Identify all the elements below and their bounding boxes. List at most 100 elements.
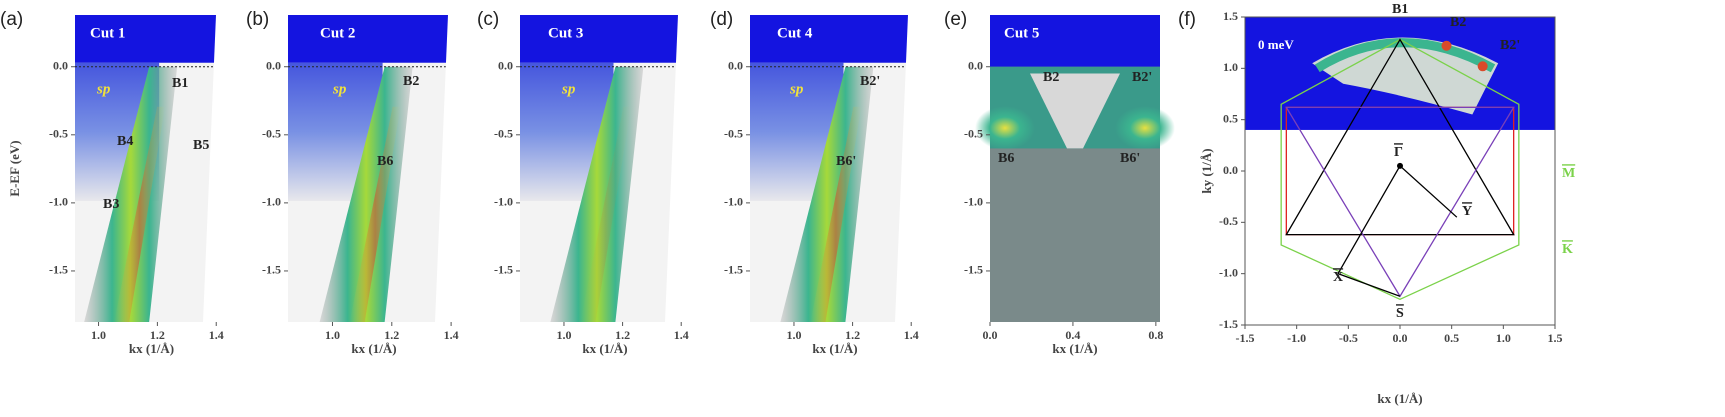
panel-letter: (c) xyxy=(477,9,499,30)
x-tick-label: 1.2 xyxy=(384,328,399,342)
band-core xyxy=(114,106,166,323)
y-tick-label: -1.5 xyxy=(964,263,983,277)
annotation: B2 xyxy=(1450,15,1466,30)
y-tick-label: -1.5 xyxy=(49,263,68,277)
x-tick-label: 1.2 xyxy=(150,328,165,342)
annotation: sp xyxy=(332,81,347,97)
annotation: B6' xyxy=(836,154,856,169)
x-tick-label: 1.4 xyxy=(904,328,919,342)
y-axis-label: E-EF (eV) xyxy=(7,140,22,196)
annotation: S xyxy=(1396,306,1404,321)
spectrum-blue xyxy=(288,15,460,63)
panel-title: Cut 4 xyxy=(777,25,813,41)
y-tick-label: -1.0 xyxy=(49,195,68,209)
y-tick-label: -0.5 xyxy=(724,127,743,141)
y-tick-label: -0.5 xyxy=(1219,214,1238,228)
annotation: B1 xyxy=(172,76,188,91)
y-tick-label: -0.5 xyxy=(494,127,513,141)
y-tick-label: -1.5 xyxy=(724,263,743,277)
mask xyxy=(435,15,462,322)
panel-letter: (e) xyxy=(944,9,967,30)
annotation: B4 xyxy=(117,134,133,149)
annotation: B2 xyxy=(403,74,419,89)
fs-map xyxy=(1312,37,1499,115)
y-tick-label: -1.5 xyxy=(262,263,281,277)
y-tick-label: 0.0 xyxy=(728,58,743,72)
y-tick-label: -1.0 xyxy=(964,195,983,209)
x-axis-label: kx (1/Å) xyxy=(351,341,396,356)
x-axis-label: kx (1/Å) xyxy=(129,341,174,356)
mask xyxy=(665,15,692,322)
y-tick-label: 0.0 xyxy=(53,58,68,72)
y-tick-label: 1.5 xyxy=(1223,9,1238,23)
y-tick-label: -0.5 xyxy=(262,127,281,141)
spot xyxy=(1115,105,1175,150)
y-tick-label: 0.0 xyxy=(968,58,983,72)
annotation: sp xyxy=(561,81,576,97)
x-tick-label: 0.5 xyxy=(1444,331,1459,345)
y-tick-label: -0.5 xyxy=(964,127,983,141)
path-line xyxy=(1337,164,1458,274)
fs-spot xyxy=(1441,40,1452,51)
x-tick-label: 1.0 xyxy=(786,328,801,342)
triangle xyxy=(1285,38,1515,236)
y-tick-label: -1.5 xyxy=(1219,317,1238,331)
band-core xyxy=(810,106,862,323)
x-tick-label: 0.4 xyxy=(1065,328,1080,342)
x-tick-label: -1.5 xyxy=(1236,331,1255,345)
y-tick-label: -1.5 xyxy=(494,263,513,277)
y-tick-label: -1.0 xyxy=(1219,265,1238,279)
annotation: sp xyxy=(96,81,111,97)
panel-title: Cut 3 xyxy=(548,25,583,41)
spot xyxy=(975,105,1035,150)
annotation: X xyxy=(1333,270,1343,285)
annotation: B5 xyxy=(193,138,209,153)
x-tick-label: 1.0 xyxy=(556,328,571,342)
annotation: M xyxy=(1562,166,1575,181)
x-tick-label: 1.0 xyxy=(325,328,340,342)
annotation: B3 xyxy=(103,197,119,212)
annotation: B2' xyxy=(1132,70,1152,85)
annotation: B2 xyxy=(1043,70,1059,85)
panel-letter: (f) xyxy=(1178,9,1196,30)
y-tick-label: -0.5 xyxy=(49,127,68,141)
x-tick-label: 1.0 xyxy=(91,328,106,342)
y-axis-label: ky (1/Å) xyxy=(1199,148,1214,193)
y-tick-label: 0.0 xyxy=(266,58,281,72)
x-tick-label: 0.0 xyxy=(983,328,998,342)
y-tick-label: 1.0 xyxy=(1223,60,1238,74)
annotation: Γ xyxy=(1394,145,1403,160)
spectrum-blue xyxy=(750,15,920,63)
gamma-point xyxy=(1397,162,1403,169)
band-core xyxy=(349,106,401,323)
x-axis-label: kx (1/Å) xyxy=(1377,391,1422,406)
annotation: B6 xyxy=(377,154,393,169)
fs-arc xyxy=(1314,38,1496,73)
panel-letter: (d) xyxy=(710,9,733,30)
panel-title: Cut 1 xyxy=(90,25,125,41)
annotation: B6' xyxy=(1120,151,1140,166)
spectrum-blue xyxy=(75,15,228,63)
spectrum-blue xyxy=(990,15,1160,67)
y-tick-label: -1.0 xyxy=(262,195,281,209)
y-tick-label: 0.0 xyxy=(498,58,513,72)
x-tick-label: -0.5 xyxy=(1339,331,1358,345)
annotation: B2' xyxy=(1500,38,1520,53)
annotation: K xyxy=(1562,242,1573,257)
hexagon xyxy=(1280,38,1520,301)
x-tick-label: -1.0 xyxy=(1287,331,1306,345)
panel-title: Cut 2 xyxy=(320,25,355,41)
annotation: B1 xyxy=(1392,2,1408,17)
annotation: B2' xyxy=(860,74,880,89)
x-tick-label: 1.4 xyxy=(444,328,459,342)
x-tick-label: 1.0 xyxy=(1496,331,1511,345)
panel-letter: (b) xyxy=(246,9,269,30)
annotation: sp xyxy=(789,81,804,97)
x-axis-label: kx (1/Å) xyxy=(1052,341,1097,356)
panel-title: Cut 5 xyxy=(1004,25,1039,41)
x-tick-label: 1.4 xyxy=(209,328,224,342)
spectrum-blue xyxy=(520,15,690,63)
fs-spot xyxy=(1477,61,1488,72)
x-tick-label: 1.2 xyxy=(615,328,630,342)
